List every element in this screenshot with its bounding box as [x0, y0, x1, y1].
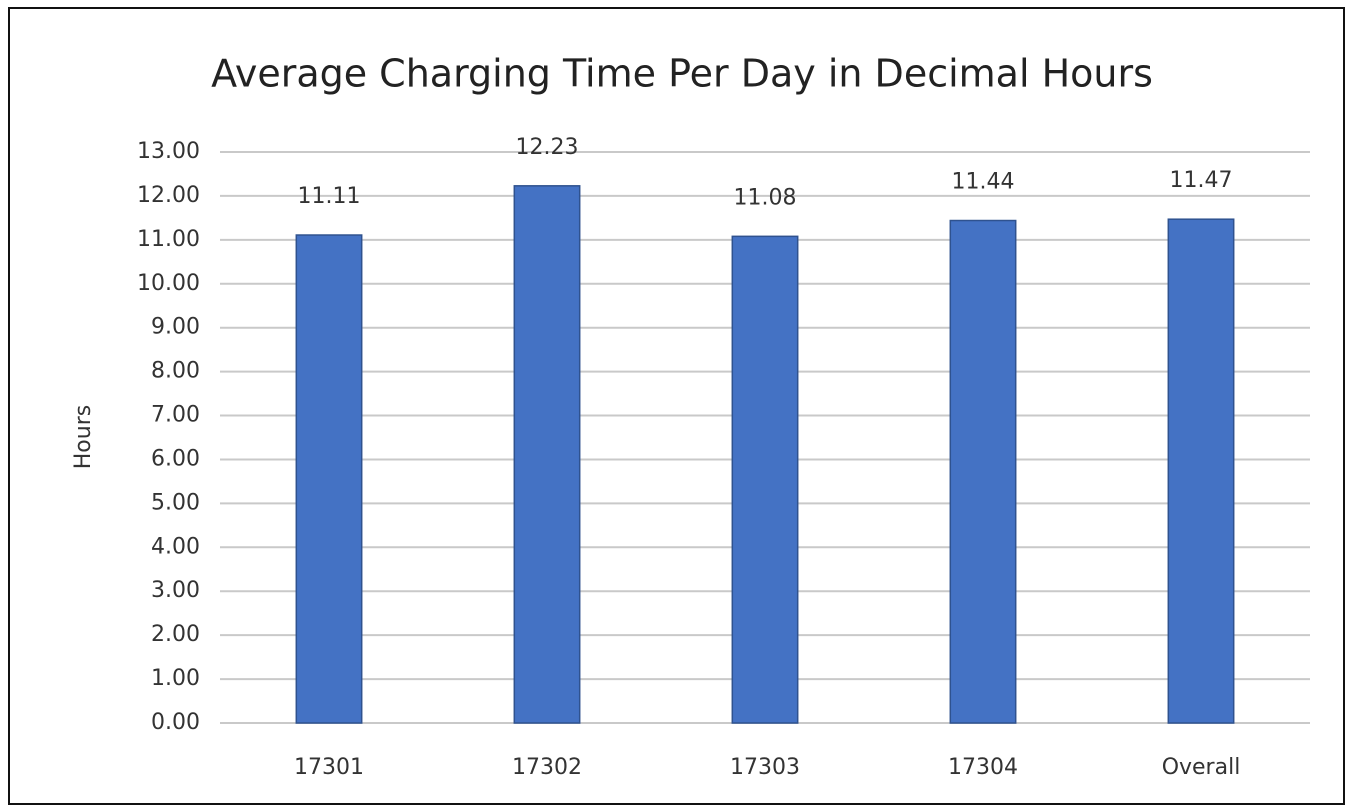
y-tick-label: 13.00 [137, 139, 200, 164]
x-tick-label: 17301 [294, 755, 364, 780]
bar [295, 234, 363, 724]
y-tick-label: 9.00 [151, 315, 200, 340]
x-tick-label: 17303 [730, 755, 800, 780]
chart-border [8, 7, 1345, 805]
y-tick-label: 4.00 [151, 534, 200, 559]
y-tick-label: 3.00 [151, 578, 200, 603]
y-tick-label: 0.00 [151, 710, 200, 735]
y-tick-label: 2.00 [151, 622, 200, 647]
y-tick-label: 11.00 [137, 227, 200, 252]
chart-title: Average Charging Time Per Day in Decimal… [211, 52, 1153, 96]
x-tick-label: 17302 [512, 755, 582, 780]
data-label: 11.11 [298, 184, 361, 209]
data-label: 12.23 [516, 135, 579, 160]
x-tick-label: Overall [1162, 755, 1241, 780]
y-tick-label: 12.00 [137, 183, 200, 208]
y-axis-label: Hours [71, 405, 96, 469]
data-label: 11.47 [1170, 168, 1233, 193]
bar [731, 235, 799, 724]
bar [949, 219, 1017, 724]
data-label: 11.08 [734, 185, 797, 210]
y-tick-label: 8.00 [151, 359, 200, 384]
y-tick-label: 1.00 [151, 666, 200, 691]
y-tick-label: 5.00 [151, 490, 200, 515]
x-tick-label: 17304 [948, 755, 1018, 780]
data-label: 11.44 [952, 170, 1015, 195]
y-tick-label: 7.00 [151, 403, 200, 428]
bar [1167, 218, 1235, 724]
bar [513, 185, 581, 724]
y-tick-label: 6.00 [151, 446, 200, 471]
y-tick-label: 10.00 [137, 271, 200, 296]
